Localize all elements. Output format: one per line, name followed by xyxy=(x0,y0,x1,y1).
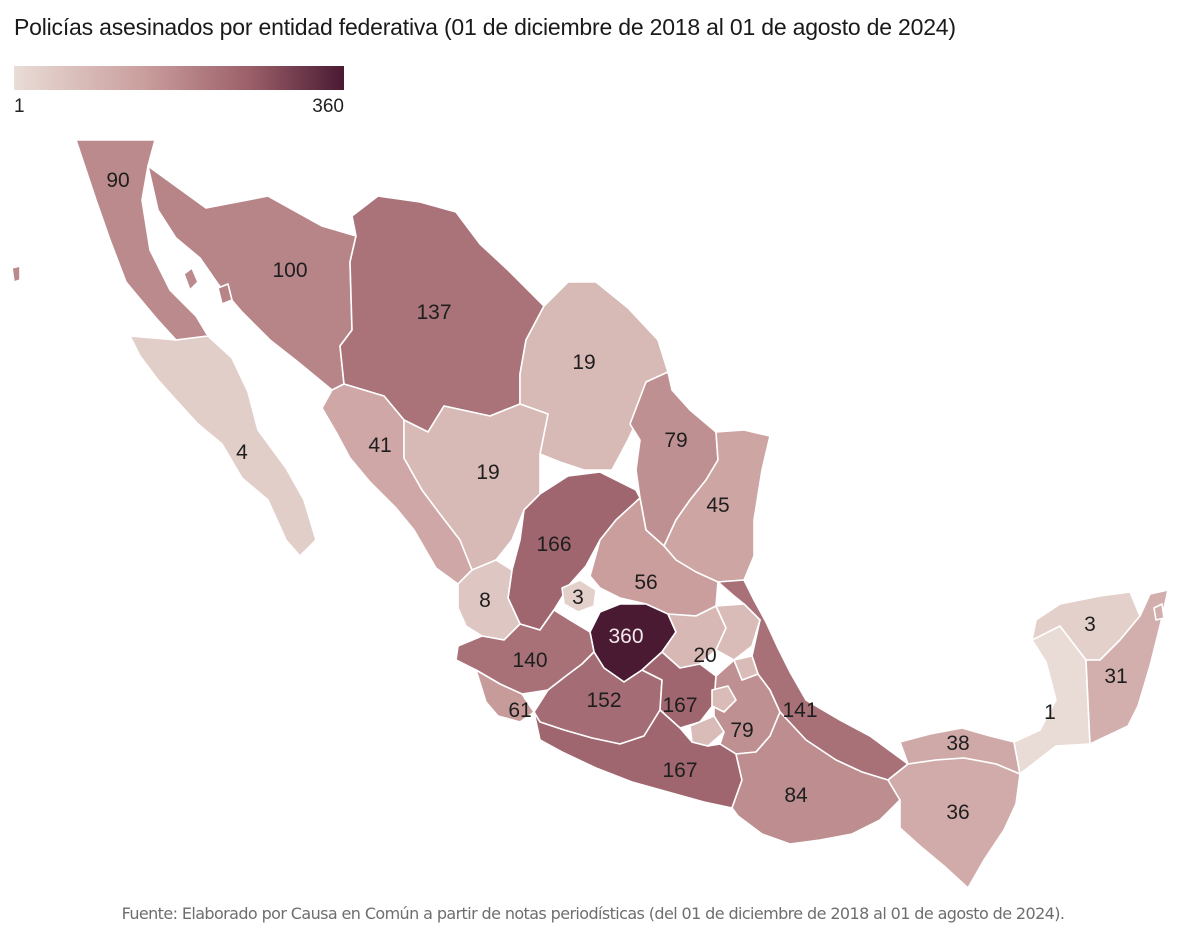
state-value-label: 19 xyxy=(476,461,499,484)
state-value-label: 152 xyxy=(586,689,621,712)
state-value-label: 141 xyxy=(782,699,817,722)
state-baja-california-sur xyxy=(129,335,317,557)
state-value-label: 20 xyxy=(693,644,716,667)
state-value-label: 140 xyxy=(512,649,547,672)
state-value-label: 19 xyxy=(572,351,595,374)
island-quintana-roo xyxy=(1153,603,1165,621)
state-guerrero xyxy=(533,709,743,809)
legend-min-label: 1 xyxy=(14,96,25,117)
state-value-label: 167 xyxy=(662,759,697,782)
state-value-label: 84 xyxy=(784,784,808,807)
island-baja-california xyxy=(183,267,199,291)
state-value-label: 360 xyxy=(608,625,643,648)
state-value-label: 31 xyxy=(1104,665,1127,688)
island-sonora xyxy=(217,283,233,305)
legend-gradient xyxy=(14,66,344,90)
state-value-label: 3 xyxy=(572,586,584,609)
state-value-label: 61 xyxy=(508,699,531,722)
state-value-label: 56 xyxy=(634,571,657,594)
state-value-label: 167 xyxy=(662,694,697,717)
state-value-label: 1 xyxy=(1044,701,1056,724)
state-quintana-roo xyxy=(1085,589,1169,745)
state-value-label: 38 xyxy=(946,732,969,755)
state-oaxaca xyxy=(731,711,901,845)
chart-title: Policías asesinados por entidad federati… xyxy=(14,14,956,40)
state-baja-california xyxy=(75,139,209,341)
state-value-label: 45 xyxy=(706,494,729,517)
state-value-label: 8 xyxy=(479,589,491,612)
state-value-label: 3 xyxy=(1084,613,1096,636)
state-value-label: 90 xyxy=(106,169,129,192)
state-value-label: 4 xyxy=(236,441,248,464)
state-tlaxcala xyxy=(733,655,759,681)
state-aguascalientes xyxy=(561,579,597,613)
legend-max-label: 360 xyxy=(312,96,344,117)
state-chiapas xyxy=(887,757,1021,889)
island-baja-california xyxy=(11,265,21,283)
state-morelos xyxy=(689,715,725,747)
state-value-label: 41 xyxy=(368,434,391,457)
state-queretaro xyxy=(661,605,727,669)
source-note: Fuente: Elaborado por Causa en Común a p… xyxy=(121,904,1065,923)
state-value-label: 100 xyxy=(272,259,307,282)
state-ciudad-de-mexico xyxy=(711,685,737,713)
state-san-luis-potosi xyxy=(589,497,719,617)
state-value-label: 36 xyxy=(946,801,969,824)
state-value-label: 137 xyxy=(416,301,451,324)
state-value-label: 166 xyxy=(536,533,571,556)
state-colima xyxy=(475,669,535,723)
state-value-label: 79 xyxy=(730,719,753,742)
state-value-label: 79 xyxy=(664,429,687,452)
state-hidalgo xyxy=(715,603,761,661)
